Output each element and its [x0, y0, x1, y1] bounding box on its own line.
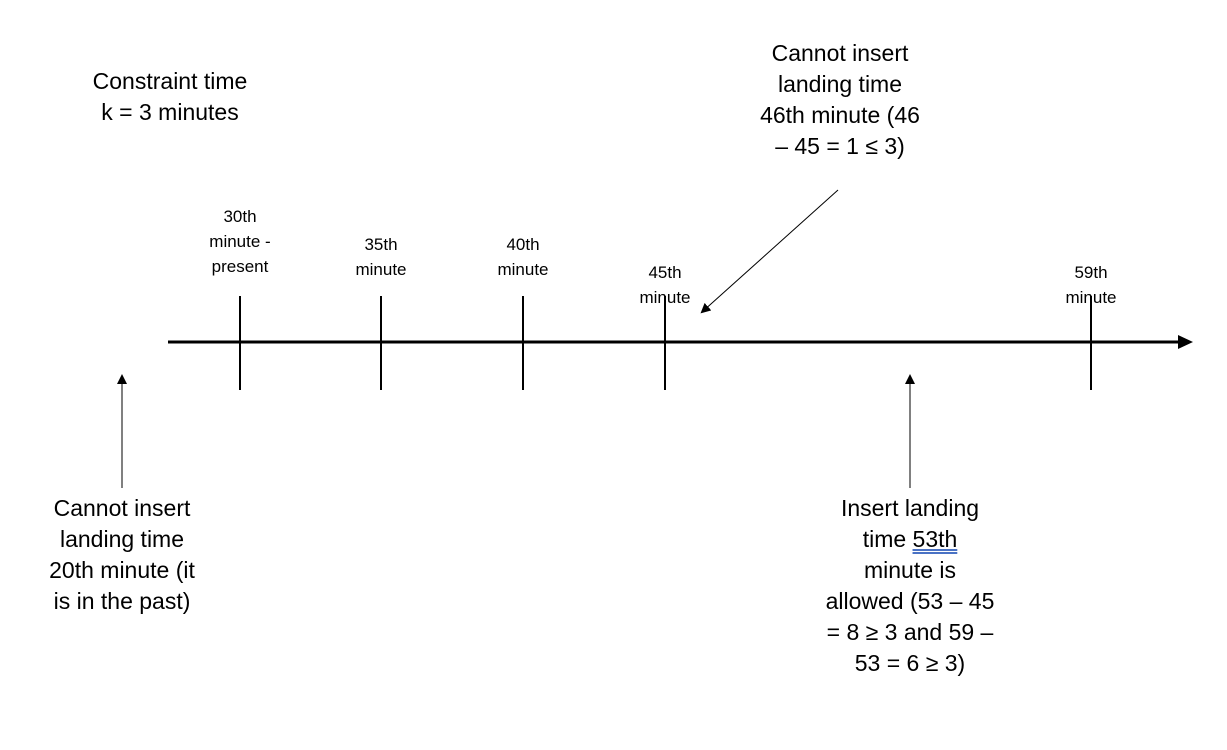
annotation-conflict: Cannot insert landing time 46th minute (…: [760, 40, 920, 159]
annotation-allowed: Insert landing time 53th minute is allow…: [825, 495, 995, 676]
tick-label-59th: 59th minute: [1065, 263, 1117, 307]
tick-label-45th: 45th minute: [639, 263, 691, 307]
tick-label-30th: 30th minute - present: [209, 207, 271, 276]
constraint-block: Constraint time k = 3 minutes: [55, 66, 285, 128]
highlighted-53th: 53th: [912, 526, 958, 552]
tick-label-40th: 40th minute: [497, 235, 549, 279]
timeline-axis-arrowhead: [1178, 335, 1193, 349]
annotation-past: Cannot insert landing time 20th minute (…: [49, 495, 195, 614]
constraint-title: Constraint time: [92, 68, 248, 94]
tick-label-35th: 35th minute: [355, 235, 407, 279]
arrow-conflict-insertion: [700, 189, 839, 314]
constraint-value: k = 3 minutes: [101, 99, 239, 125]
